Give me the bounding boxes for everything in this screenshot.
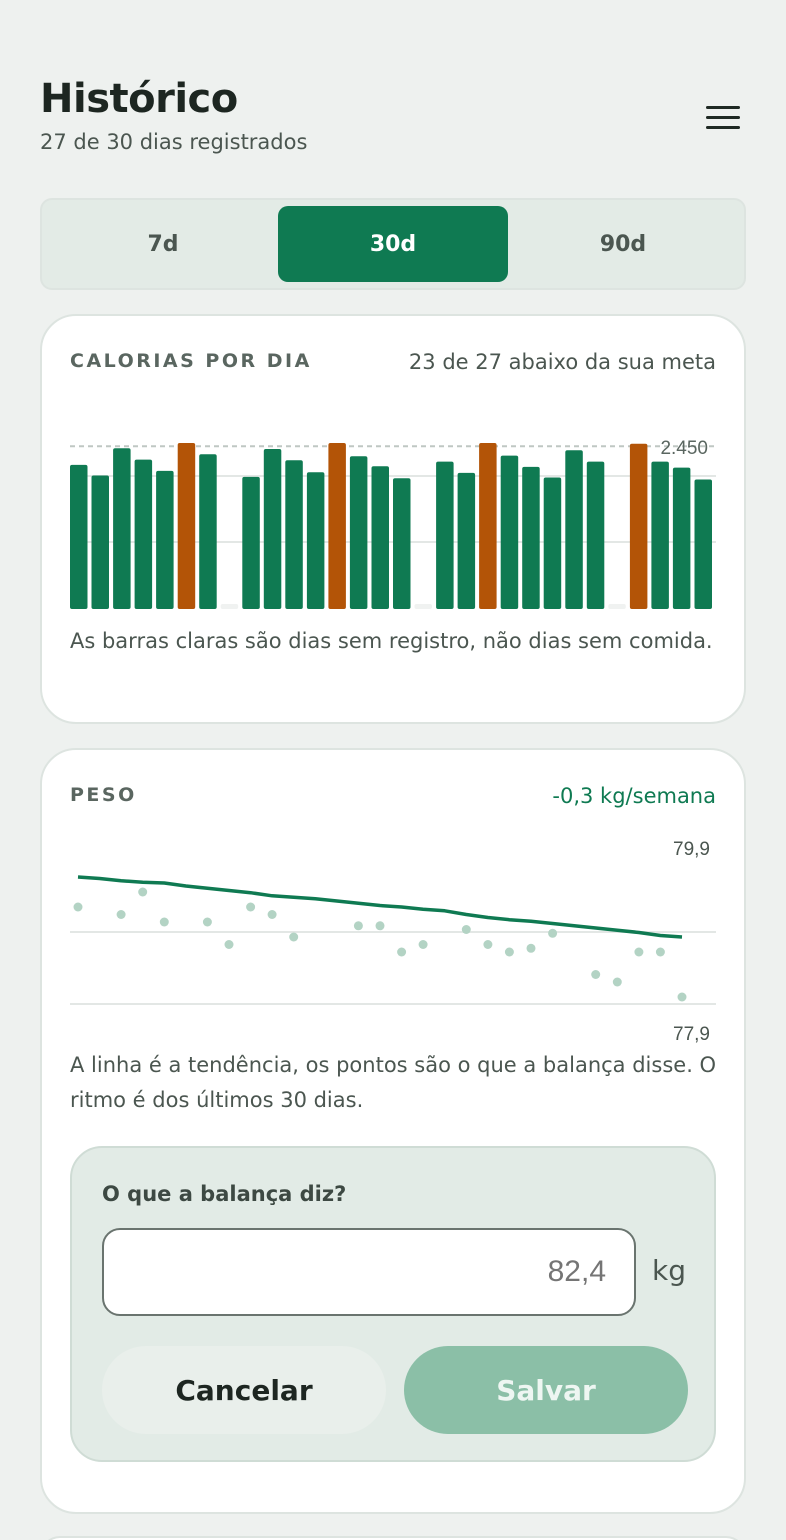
page-subtitle: 27 de 30 dias registrados bbox=[40, 130, 308, 154]
calorie-bar bbox=[629, 443, 648, 609]
calorie-bar bbox=[436, 461, 454, 609]
calorie-bar bbox=[479, 443, 497, 609]
weight-scale-point bbox=[655, 947, 665, 957]
weight-input[interactable] bbox=[102, 1228, 636, 1316]
weight-scale-point bbox=[548, 928, 558, 938]
calorie-bar bbox=[393, 478, 411, 609]
calorie-bar bbox=[500, 455, 519, 609]
weight-card-label: PESO bbox=[70, 784, 137, 806]
hamburger-menu-icon[interactable] bbox=[706, 106, 740, 134]
calorie-bar bbox=[70, 464, 88, 609]
calorie-bar bbox=[306, 472, 325, 609]
weight-scale-point bbox=[418, 940, 428, 949]
tab-7d[interactable]: 7d bbox=[147, 231, 179, 257]
calorie-bar bbox=[371, 466, 389, 609]
next-card bbox=[40, 1536, 746, 1540]
weight-scale-point bbox=[267, 910, 277, 919]
save-button[interactable]: Salvar bbox=[404, 1346, 688, 1434]
calories-card: CALORIAS POR DIA 23 de 27 abaixo da sua … bbox=[40, 314, 746, 724]
calorie-bar bbox=[672, 467, 691, 609]
calorie-bar bbox=[285, 460, 303, 609]
weight-scale-point bbox=[591, 970, 601, 979]
weight-scale-point bbox=[397, 947, 407, 957]
calorie-bar bbox=[586, 461, 605, 609]
calorie-bar bbox=[242, 476, 260, 609]
weight-scale-point bbox=[116, 910, 126, 919]
weight-scale-point bbox=[483, 940, 493, 949]
calorie-bar bbox=[522, 466, 540, 609]
calorie-bar bbox=[263, 449, 282, 609]
calorie-bar bbox=[457, 472, 476, 609]
weight-card: PESO -0,3 kg/semana 79,9 77,9 A linha é … bbox=[40, 748, 746, 1514]
weight-scale-point bbox=[289, 932, 299, 942]
calorie-bar bbox=[113, 448, 131, 609]
page-title: Histórico bbox=[40, 76, 238, 122]
weight-note: A linha é a tendência, os pontos são o q… bbox=[70, 1053, 717, 1112]
weight-scale-point bbox=[202, 917, 212, 927]
weight-scale-point bbox=[634, 947, 644, 957]
calorie-bar-missing bbox=[608, 604, 626, 609]
weight-scale-point bbox=[612, 977, 622, 987]
calories-goal-summary: 23 de 27 abaixo da sua meta bbox=[408, 350, 716, 374]
weight-entry-panel: O que a balança diz? kg Cancelar Salvar bbox=[70, 1146, 716, 1462]
range-selector: 7d 30d 90d bbox=[40, 198, 746, 290]
weight-entry-question: O que a balança diz? bbox=[102, 1182, 347, 1206]
weight-scale-point bbox=[504, 947, 514, 957]
calories-goal-label: 2.450 bbox=[660, 438, 708, 459]
header: Histórico 27 de 30 dias registrados bbox=[40, 76, 746, 176]
calorie-bar bbox=[328, 443, 346, 609]
calorie-bar bbox=[543, 477, 562, 609]
weight-unit-label: kg bbox=[652, 1254, 686, 1287]
calorie-bar bbox=[565, 450, 583, 609]
weight-scale-point bbox=[677, 992, 687, 1002]
calorie-bar-missing bbox=[220, 604, 239, 609]
weight-scale-point bbox=[375, 921, 385, 931]
calorie-bar bbox=[91, 475, 109, 609]
calorie-bar bbox=[199, 454, 217, 609]
weight-min-label: 77,9 bbox=[673, 1024, 710, 1045]
weight-scale-point bbox=[73, 902, 83, 912]
calorie-bar bbox=[349, 456, 368, 609]
calorie-bar bbox=[651, 461, 669, 609]
calorie-bar bbox=[134, 459, 153, 609]
weight-pace: -0,3 kg/semana bbox=[552, 784, 716, 808]
weight-scale-point bbox=[224, 940, 234, 949]
weight-scale-point bbox=[246, 902, 256, 912]
weight-scale-point bbox=[138, 887, 148, 897]
weight-chart: 79,9 77,9 bbox=[70, 839, 716, 1045]
weight-scale-point bbox=[159, 917, 169, 927]
calories-note: As barras claras são dias sem registro, … bbox=[70, 629, 713, 653]
weight-scale-point bbox=[353, 921, 363, 931]
tab-90d[interactable]: 90d bbox=[599, 231, 647, 257]
calories-bar-chart: 2.450 bbox=[70, 438, 716, 609]
calorie-bar bbox=[156, 470, 174, 609]
tab-30d[interactable]: 30d bbox=[278, 206, 508, 282]
cancel-button[interactable]: Cancelar bbox=[102, 1346, 386, 1434]
calorie-bar-missing bbox=[414, 604, 432, 609]
weight-trend-line bbox=[77, 875, 683, 939]
calorie-bar bbox=[694, 479, 712, 609]
weight-scale-point bbox=[461, 925, 471, 934]
weight-max-label: 79,9 bbox=[673, 839, 710, 860]
calories-card-label: CALORIAS POR DIA bbox=[70, 350, 312, 372]
calorie-bar bbox=[177, 443, 196, 609]
weight-scale-point bbox=[526, 943, 536, 953]
